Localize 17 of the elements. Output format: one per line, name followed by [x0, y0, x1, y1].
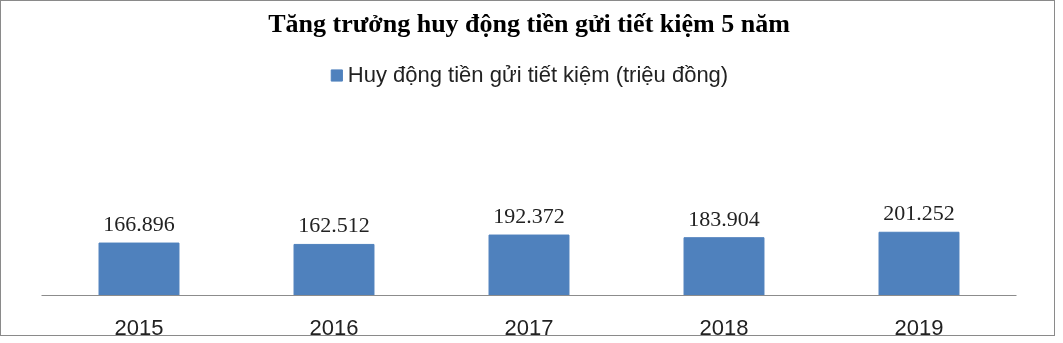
x-tick-label: 2015 — [114, 314, 164, 340]
data-label: 201.252 — [883, 200, 955, 226]
x-tick-label: 2016 — [309, 314, 359, 340]
x-tick-label: 2019 — [894, 314, 944, 340]
chart-title: Tăng trưởng huy động tiền gửi tiết kiệm 5 năm — [268, 8, 791, 38]
bar — [98, 242, 180, 296]
data-label: 192.372 — [493, 203, 565, 229]
data-label: 162.512 — [298, 212, 370, 238]
bar — [683, 237, 765, 296]
data-label: 183.904 — [688, 205, 760, 231]
x-tick-label: 2017 — [504, 314, 554, 340]
x-tick-label: 2018 — [699, 314, 749, 340]
bar — [878, 231, 960, 296]
legend-label: Huy động tiền gửi tiết kiệm (triệu đồng) — [347, 62, 729, 88]
bar — [488, 234, 570, 296]
bar — [293, 243, 375, 296]
data-label: 166.896 — [103, 211, 175, 237]
